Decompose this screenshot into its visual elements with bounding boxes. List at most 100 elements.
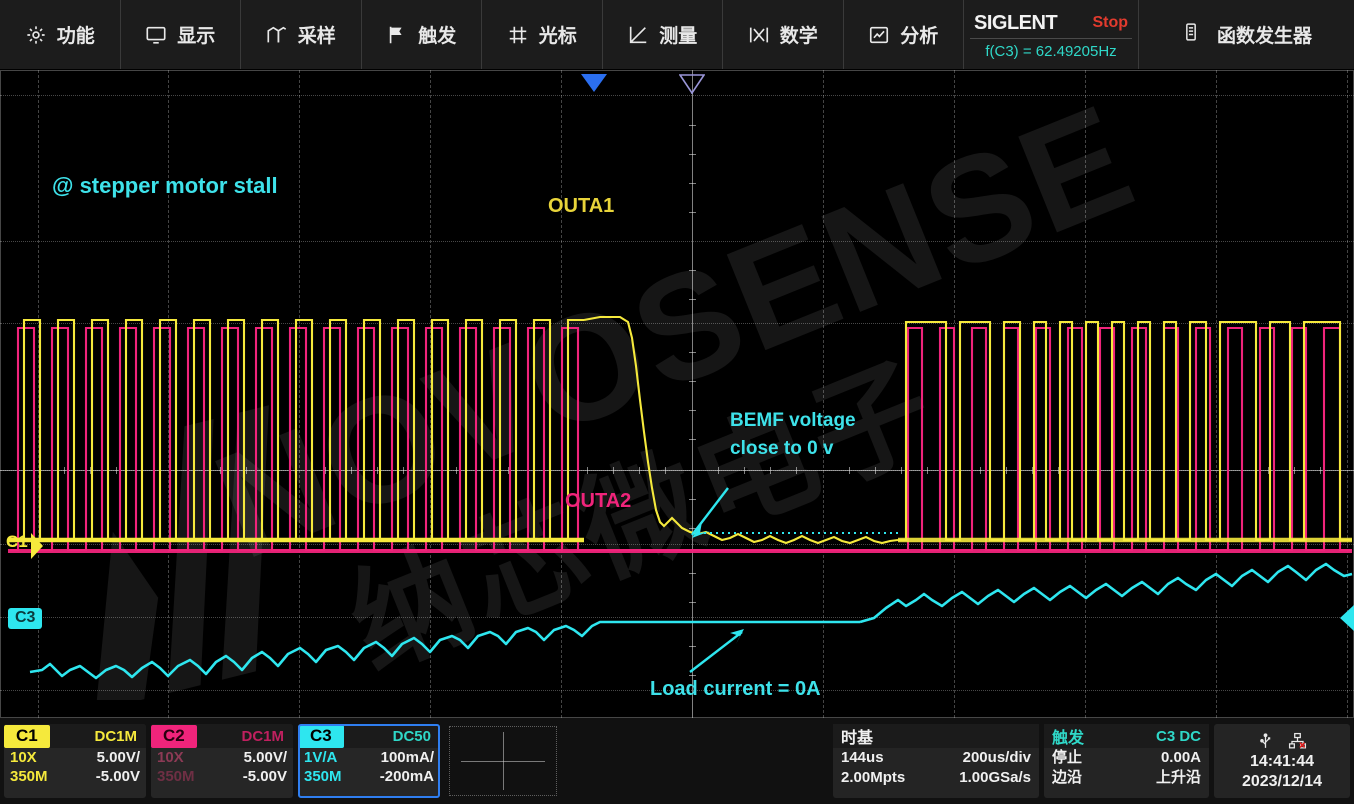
menu-item-function[interactable]: 功能 <box>0 0 121 69</box>
brand-name: SIGLENT <box>974 11 1058 34</box>
channel-probe: 1V/A <box>304 749 338 766</box>
math-icon <box>748 24 770 46</box>
channel-scale: 5.00V/ <box>243 749 287 766</box>
menu-item-label: 显示 <box>177 26 216 47</box>
trigger-slope: 上升沿 <box>1155 769 1201 786</box>
channel-name: C2 <box>151 724 197 748</box>
channel-scale: 5.00V/ <box>96 749 140 766</box>
channel-coupling: DC1M <box>241 727 284 745</box>
channel-coupling: DC50 <box>392 727 431 745</box>
annotation-stall-note: @ stepper motor stall <box>52 173 278 198</box>
menu-item-label: 光标 <box>538 26 577 47</box>
usb-icon <box>1260 732 1271 748</box>
run-state-badge[interactable]: Stop <box>1092 14 1128 31</box>
waveform-traces <box>8 315 1353 680</box>
channel-panel-c1[interactable]: C1 DC1M 10X 5.00V/ 350M -5.00V <box>4 724 146 798</box>
trigger-title: 触发 <box>1052 730 1085 747</box>
statusbar-spacer <box>564 724 828 798</box>
channel-row-probe-scale: 10X 5.00V/ <box>4 748 146 767</box>
channel-row-bw-offset: 350M -5.00V <box>4 767 146 786</box>
channel-panel-c2[interactable]: C2 DC1M 10X 5.00V/ 350M -5.00V <box>151 724 293 798</box>
channel-preview-thumbnail[interactable] <box>447 724 559 798</box>
center-horizontal-axis <box>0 470 1354 471</box>
menu-item-function-generator[interactable]: 函数发生器 <box>1139 0 1354 69</box>
menu-item-trigger[interactable]: 触发 <box>362 0 482 69</box>
gear-icon <box>25 24 47 46</box>
analysis-icon <box>868 24 890 46</box>
channel-header: C2 DC1M <box>151 724 293 748</box>
delay-position-marker[interactable] <box>581 74 607 92</box>
bottom-status-bar: C1 DC1M 10X 5.00V/ 350M -5.00V C2 DC1M 1… <box>0 718 1354 804</box>
trigger-level: 0.00A <box>1160 749 1201 766</box>
channel-row-bw-offset: 350M -5.00V <box>151 767 293 786</box>
menu-item-display[interactable]: 显示 <box>121 0 241 69</box>
trigger-position-marker[interactable] <box>679 74 705 94</box>
annotation-load-current: Load current = 0A <box>650 678 821 700</box>
channel-offset: -200mA <box>379 768 434 786</box>
timebase-samplerate: 1.00GSa/s <box>959 769 1031 786</box>
top-menu-bar: 功能 显示 采样 <box>0 0 1354 70</box>
channel-offset: -5.00V <box>95 768 140 786</box>
timebase-row-delay-scale: 144us 200us/div <box>833 748 1039 768</box>
monitor-icon <box>145 24 167 46</box>
menu-item-label: 分析 <box>900 26 939 47</box>
menu-item-acquire[interactable]: 采样 <box>241 0 362 69</box>
channel-header: C3 DC50 <box>298 724 440 748</box>
menu-item-label: 触发 <box>418 26 457 47</box>
channel-scale: 100mA/ <box>380 749 434 766</box>
timebase-row-memory-rate: 2.00Mpts 1.00GSa/s <box>833 768 1039 788</box>
channel-row-probe-scale: 1V/A 100mA/ <box>298 748 440 767</box>
timebase-header: 时基 <box>833 724 1039 748</box>
timebase-scale: 200us/div <box>962 749 1031 766</box>
annotation-outa1: OUTA1 <box>548 195 615 217</box>
timebase-memory: 2.00Mpts <box>841 769 906 786</box>
acquire-icon <box>266 24 288 46</box>
timebase-panel[interactable]: 时基 144us 200us/div 2.00Mpts 1.00GSa/s <box>833 724 1039 798</box>
annotation-bemf-line1: BEMF voltage <box>730 410 856 431</box>
measure-icon <box>627 24 649 46</box>
channel-row-bw-offset: 350M -200mA <box>298 767 440 786</box>
menu-item-label: 测量 <box>659 26 698 47</box>
clock-panel: 14:41:44 2023/12/14 <box>1214 724 1350 798</box>
channel-marker-c3[interactable]: C3 <box>8 608 43 629</box>
menu-item-label: 功能 <box>56 26 95 47</box>
fgen-label: 函数发生器 <box>1216 26 1312 47</box>
trigger-row-state-level: 停止 0.00A <box>1044 748 1209 768</box>
trigger-level-marker[interactable] <box>1340 605 1354 631</box>
vertical-axis-ticks <box>689 70 696 718</box>
menu-item-cursor[interactable]: 光标 <box>482 0 603 69</box>
annotation-bemf-line2: close to 0 v <box>730 438 834 459</box>
trigger-header: 触发 C3 DC <box>1044 724 1209 748</box>
center-vertical-axis <box>692 70 693 718</box>
annotation-outa2: OUTA2 <box>565 490 632 512</box>
status-icons <box>1257 730 1307 752</box>
channel-marker-c1-arrow[interactable] <box>31 533 43 559</box>
timebase-delay: 144us <box>841 749 884 766</box>
channel-panel-c3[interactable]: C3 DC50 1V/A 100mA/ 350M -200mA <box>298 724 440 798</box>
frequency-readout: f(C3) = 62.49205Hz <box>985 42 1117 60</box>
clock-time: 14:41:44 <box>1249 753 1315 770</box>
channel-marker-c1[interactable]: C1 <box>6 532 28 551</box>
trigger-row-type-slope: 边沿 上升沿 <box>1044 768 1209 788</box>
menu-item-measure[interactable]: 测量 <box>603 0 723 69</box>
menu-item-math[interactable]: 数学 <box>723 0 844 69</box>
channel-bandwidth: 350M <box>10 768 48 786</box>
channel-bandwidth: 350M <box>157 768 195 786</box>
menu-item-analysis[interactable]: 分析 <box>844 0 964 69</box>
lan-disconnected-icon <box>1288 732 1307 748</box>
menu-item-label: 采样 <box>297 26 336 47</box>
timebase-title: 时基 <box>841 730 874 747</box>
cursor-icon <box>507 24 529 46</box>
clock-date: 2023/12/14 <box>1241 773 1323 790</box>
trigger-type: 边沿 <box>1052 769 1083 786</box>
trigger-panel[interactable]: 触发 C3 DC 停止 0.00A 边沿 上升沿 <box>1044 724 1209 798</box>
channel-offset: -5.00V <box>242 768 287 786</box>
channel-bandwidth: 350M <box>304 768 342 786</box>
waveform-plot-area[interactable]: NOVOSENSE 纳芯微电子 <box>0 70 1354 718</box>
channel-name: C1 <box>4 724 50 748</box>
channel-probe: 10X <box>10 749 37 766</box>
channel-probe: 10X <box>157 749 184 766</box>
flag-icon <box>386 24 408 46</box>
channel-name: C3 <box>298 724 344 748</box>
